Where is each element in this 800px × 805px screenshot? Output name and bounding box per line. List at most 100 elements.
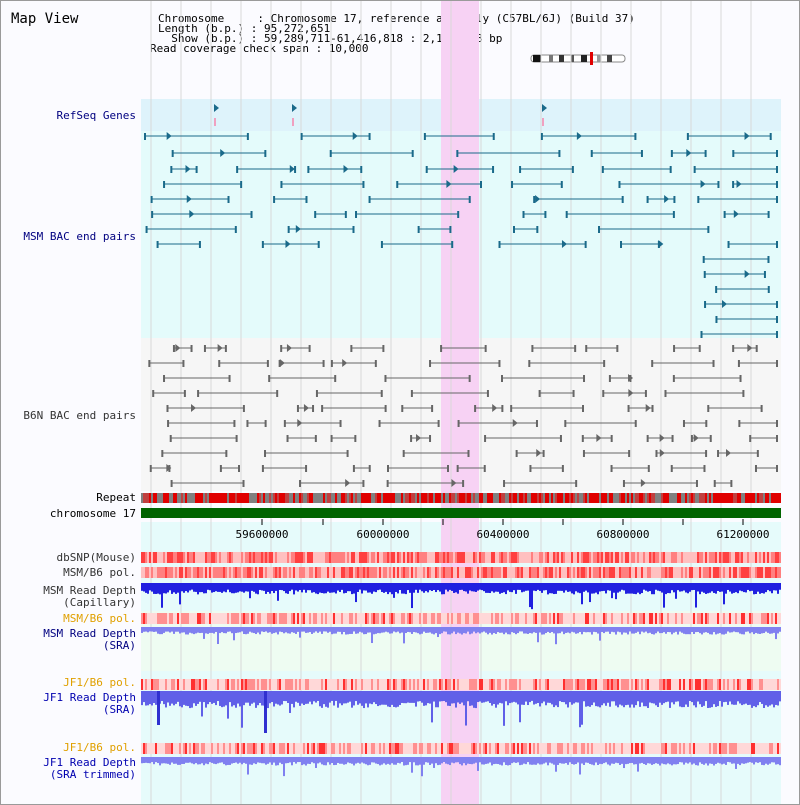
msm-pol-2-cell <box>761 613 763 624</box>
msm-pol-2-cell <box>411 613 413 624</box>
repeat-block <box>709 493 711 503</box>
jf1-pol-cell <box>609 679 611 690</box>
track-label-b6n-bac[interactable]: B6N BAC end pairs <box>23 409 136 422</box>
repeat-block <box>751 493 753 503</box>
repeat-block <box>573 493 575 503</box>
msm-sra-depth-bar <box>751 627 753 633</box>
jf1-sra-depth-bar <box>441 691 443 702</box>
msm-pol-2-cell <box>345 613 347 624</box>
repeat-block <box>513 493 515 503</box>
dbsnp-cell <box>335 552 337 563</box>
msm-sra-depth-bar <box>341 627 343 635</box>
msm-pol-cell <box>239 567 241 578</box>
msm-pol-2-cell <box>623 613 625 624</box>
jf1-pol-2-cell <box>391 743 393 754</box>
msm-capillary-depth-bar <box>217 583 219 592</box>
jf1-pol-2-cell <box>307 743 309 754</box>
jf1-trimmed-depth-bar <box>485 757 487 764</box>
jf1-pol-2-cell <box>463 743 465 754</box>
repeat-block <box>657 493 659 503</box>
jf1-pol-cell <box>743 679 745 690</box>
jf1-trimmed-depth-bar <box>625 757 627 765</box>
msm-pol-2-cell <box>387 613 389 624</box>
msm-pol-2-cell <box>141 613 143 624</box>
repeat-block <box>529 493 531 503</box>
jf1-trimmed-depth-bar <box>183 757 185 764</box>
track-label-refseq-genes[interactable]: RefSeq Genes <box>56 109 136 122</box>
msm-sra-depth-bar <box>671 627 673 635</box>
msm-pol-cell <box>299 567 301 578</box>
track-label-msm-bac[interactable]: MSM BAC end pairs <box>23 230 136 243</box>
jf1-trimmed-depth-bar <box>549 757 551 763</box>
jf1-sra-depth-bar <box>615 691 617 706</box>
jf1-pol-2-cell <box>355 743 357 754</box>
dbsnp-cell <box>239 552 241 563</box>
jf1-sra-depth-bar <box>435 691 437 708</box>
jf1-pol-cell <box>455 679 457 690</box>
jf1-trimmed-depth-bar <box>697 757 699 766</box>
msm-pol-cell <box>215 567 217 578</box>
msm-capillary-depth-bar <box>305 583 307 593</box>
jf1-trimmed-depth-bar <box>675 757 677 765</box>
msm-sra-depth-bar <box>335 627 337 634</box>
msm-pol-2-cell <box>469 613 471 624</box>
msm-pol-cell <box>157 567 159 578</box>
b6n-bac-pair-end <box>622 480 625 487</box>
jf1-pol-2-cell <box>603 743 605 754</box>
jf1-sra-depth-spike <box>264 691 267 733</box>
jf1-trimmed-depth-bar <box>339 757 341 764</box>
msm-pol-2-cell <box>393 613 395 624</box>
jf1-pol-cell <box>707 679 709 690</box>
b6n-bac-pair-end <box>163 375 166 382</box>
dbsnp-cell <box>339 552 341 563</box>
msm-sra-depth-bar <box>251 627 253 633</box>
msm-pol-2-cell <box>767 613 769 624</box>
msm-sra-depth-bar <box>421 627 423 634</box>
msm-pol-cell <box>681 567 683 578</box>
b6n-bac-pair-end <box>312 405 315 412</box>
msm-capillary-depth-bar <box>773 583 775 591</box>
jf1-sra-depth-bar <box>151 691 153 706</box>
jf1-pol-cell <box>545 679 547 690</box>
msm-pol-cell <box>617 567 619 578</box>
msm-sra-depth-bar <box>511 627 513 633</box>
jf1-pol-2-cell <box>219 743 221 754</box>
jf1-trimmed-depth-bar <box>545 757 547 763</box>
jf1-pol-2-cell <box>525 743 527 754</box>
jf1-sra-depth-bar <box>331 691 333 701</box>
jf1-pol-cell <box>565 679 567 690</box>
jf1-pol-cell <box>303 679 305 690</box>
jf1-pol-2-cell <box>479 743 481 754</box>
jf1-sra-depth-bar <box>705 691 707 702</box>
b6n-bac-pair-end <box>446 465 449 472</box>
msm-capillary-depth-bar <box>591 583 593 594</box>
jf1-trimmed-depth-bar <box>377 757 379 765</box>
msm-capillary-depth-bar <box>665 583 667 595</box>
msm-capillary-depth-bar <box>733 583 735 593</box>
jf1-trimmed-depth-bar <box>335 757 337 765</box>
jf1-pol-cell <box>473 679 475 690</box>
jf1-sra-depth-bar <box>393 691 395 707</box>
jf1-pol-2-cell <box>359 743 361 754</box>
dbsnp-cell <box>777 552 779 563</box>
jf1-trimmed-depth-bar <box>205 757 207 764</box>
msm-sra-depth-bar <box>273 627 275 634</box>
msm-sra-depth-bar <box>241 627 243 632</box>
jf1-pol-2-cell <box>253 743 255 754</box>
msm-pol-2-cell <box>773 613 775 624</box>
dbsnp-cell <box>255 552 257 563</box>
msm-capillary-depth-bar <box>561 583 563 591</box>
jf1-sra-depth-bar <box>335 691 337 701</box>
msm-sra-depth-bar <box>501 627 503 633</box>
b6n-bac-pair-end <box>535 420 538 427</box>
jf1-pol-cell <box>239 679 241 690</box>
msm-pol-2-cell <box>531 613 533 624</box>
jf1-sra-depth-bar <box>683 691 685 708</box>
jf1-pol-2-cell <box>387 743 389 754</box>
jf1-pol-cell <box>607 679 609 690</box>
jf1-pol-cell <box>223 679 225 690</box>
dbsnp-cell <box>439 552 441 563</box>
jf1-sra-depth-bar <box>731 691 733 705</box>
jf1-sra-depth-bar <box>539 691 541 707</box>
jf1-trimmed-depth-bar <box>629 757 631 764</box>
